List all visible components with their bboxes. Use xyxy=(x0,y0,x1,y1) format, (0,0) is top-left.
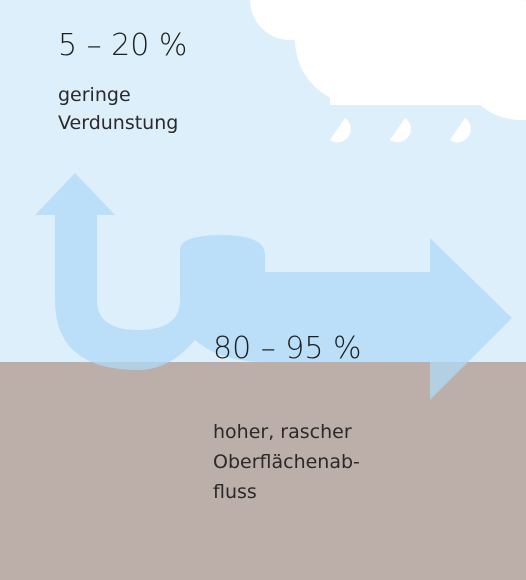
runoff-label: Oberflächenab- xyxy=(213,451,360,473)
evaporation-percent: 5 – 20 % xyxy=(58,28,187,63)
runoff-percent: 80 – 95 % xyxy=(213,331,361,366)
evaporation-label: Verdunstung xyxy=(58,112,178,134)
runoff-label: hoher, rascher xyxy=(213,421,352,443)
evaporation-label: geringe xyxy=(58,84,131,106)
diagram: 5 – 20 % geringe Verdunstung 80 – 95 % h… xyxy=(0,0,526,580)
runoff-label: fluss xyxy=(213,481,257,503)
